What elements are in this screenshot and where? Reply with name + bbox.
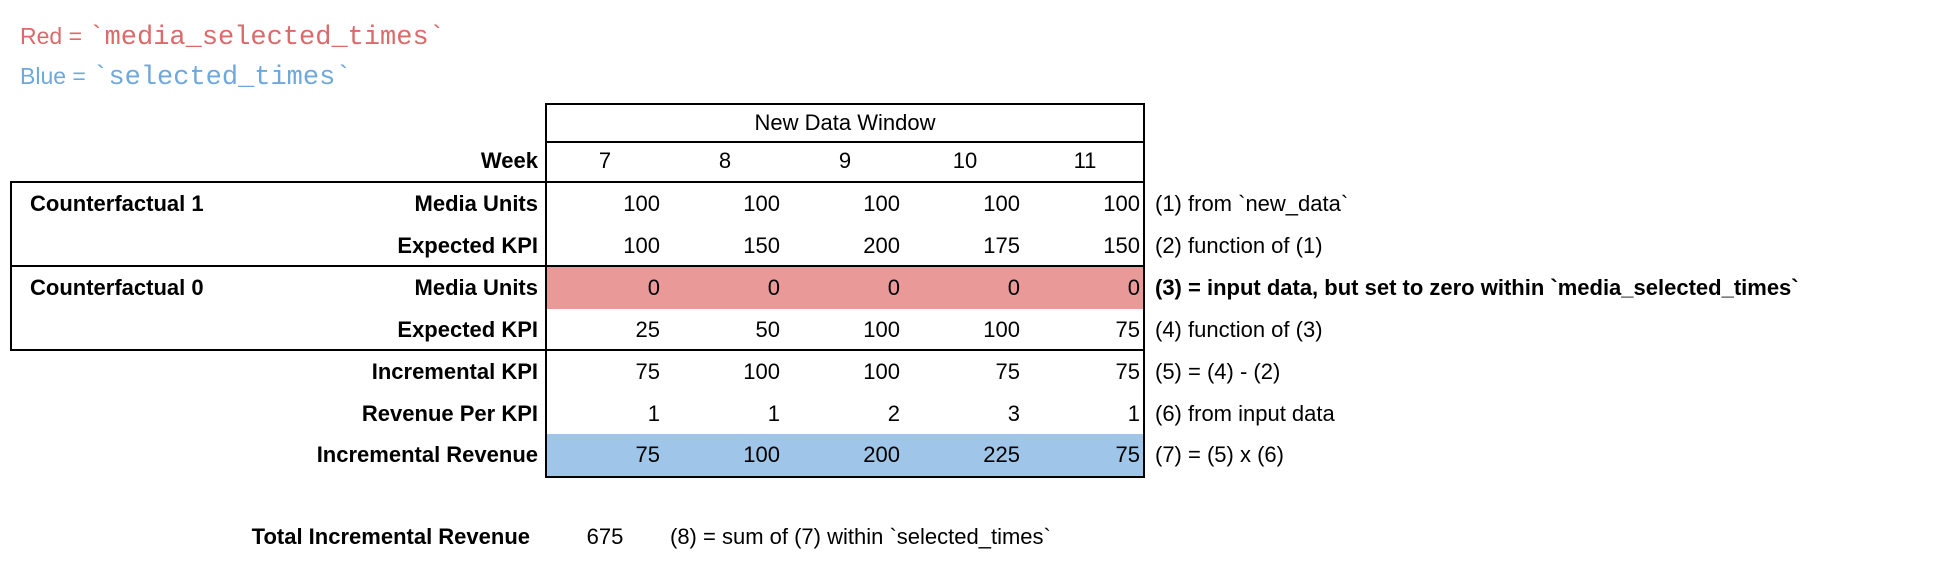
table-cell-revenue: 100 (743, 442, 780, 467)
table-cell: 100 (623, 233, 660, 258)
divider-under-week-row (545, 181, 1145, 183)
week-header: 9 (838, 148, 852, 173)
table-cell-revenue: 200 (863, 442, 900, 467)
legend-blue-line: Blue = `selected_times` (20, 56, 352, 96)
annotation-6: (6) from input data (1155, 401, 1335, 426)
total-label: Total Incremental Revenue (251, 524, 530, 549)
annotation-2: (2) function of (1) (1155, 233, 1323, 258)
table-cell: 100 (1103, 191, 1140, 216)
table-cell: 1 (1127, 401, 1140, 426)
annotation-1: (1) from `new_data` (1155, 191, 1349, 216)
row-label: Expected KPI (397, 233, 538, 258)
week-header: 8 (718, 148, 732, 173)
table-cell: 100 (863, 359, 900, 384)
group-label-counterfactual-1: Counterfactual 1 (30, 191, 204, 216)
legend-blue-label: Blue = (20, 63, 93, 89)
table-cell-revenue: 75 (1115, 442, 1140, 467)
table-cell: 1 (647, 401, 660, 426)
counterfactual-groups-divider (10, 265, 547, 267)
legend-red-code: `media_selected_times` (88, 23, 445, 53)
table-cell: 100 (623, 191, 660, 216)
row-label: Incremental Revenue (316, 442, 538, 467)
total-value: 675 (586, 524, 624, 549)
table-cell: 50 (755, 317, 780, 342)
table-cell: 100 (743, 359, 780, 384)
divider-under-counterfactual-0 (545, 349, 1145, 351)
table-cell: 2 (887, 401, 900, 426)
table-cell: 75 (1115, 359, 1140, 384)
table-cell: 200 (863, 233, 900, 258)
table-cell-zeroed: 0 (767, 275, 780, 300)
table-cell: 100 (983, 317, 1020, 342)
table-cell: 3 (1007, 401, 1020, 426)
row-label: Media Units (414, 191, 538, 216)
table-cell: 150 (743, 233, 780, 258)
week-header: 11 (1073, 148, 1097, 173)
row-label: Expected KPI (397, 317, 538, 342)
window-header: New Data Window (754, 110, 936, 135)
red-highlight-row-fill (547, 267, 1143, 309)
table-cell: 1 (767, 401, 780, 426)
annotation-7: (7) = (5) x (6) (1155, 442, 1284, 467)
table-cell: 75 (635, 359, 660, 384)
week-header: 10 (952, 148, 978, 173)
table-cell-zeroed: 0 (647, 275, 660, 300)
legend-blue-code: `selected_times` (92, 63, 352, 93)
table-cell: 75 (995, 359, 1020, 384)
annotation-3: (3) = input data, but set to zero within… (1155, 275, 1799, 300)
week-header: 7 (598, 148, 612, 173)
row-label: Incremental KPI (371, 359, 538, 384)
divider-under-window-header (545, 141, 1145, 143)
table-cell-revenue: 225 (983, 442, 1020, 467)
table-cell-zeroed: 0 (887, 275, 900, 300)
annotation-8: (8) = sum of (7) within `selected_times` (670, 524, 1051, 549)
table-cell: 25 (635, 317, 660, 342)
legend-red-label: Red = (20, 23, 89, 49)
table-cell-revenue: 75 (635, 442, 660, 467)
row-label: Revenue Per KPI (361, 401, 538, 426)
table-cell: 100 (983, 191, 1020, 216)
table-cell-zeroed: 0 (1127, 275, 1140, 300)
annotation-4: (4) function of (3) (1155, 317, 1323, 342)
annotation-5: (5) = (4) - (2) (1155, 359, 1281, 384)
table-cell: 150 (1103, 233, 1140, 258)
table-cell: 175 (983, 233, 1020, 258)
row-label: Media Units (414, 275, 538, 300)
legend-red-line: Red = `media_selected_times` (20, 16, 445, 56)
group-label-counterfactual-0: Counterfactual 0 (30, 275, 204, 300)
table-cell: 100 (863, 191, 900, 216)
divider-counterfactual-groups (545, 265, 1145, 267)
week-label: Week (480, 148, 538, 173)
blue-highlight-row-fill (547, 434, 1143, 476)
table-cell: 100 (863, 317, 900, 342)
table-cell-zeroed: 0 (1007, 275, 1020, 300)
table-cell: 75 (1115, 317, 1140, 342)
table-cell: 100 (743, 191, 780, 216)
